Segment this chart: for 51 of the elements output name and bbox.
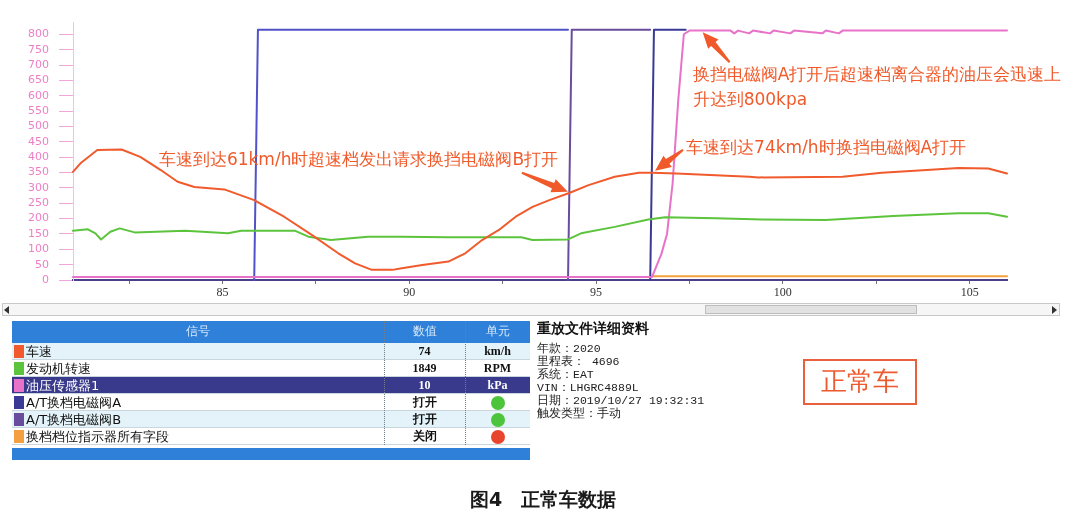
text: 重放文件详细资料 — [537, 319, 649, 337]
text: 日期：2019/10/27 19:32:31 — [537, 394, 705, 408]
text: 系统：EAT — [537, 368, 594, 382]
y-tick-label: 350 — [28, 165, 49, 179]
y-tick-label: 250 — [28, 196, 49, 210]
text: RPM — [483, 360, 512, 376]
y-tick-label: 100 — [28, 242, 49, 256]
text: kPa — [487, 377, 508, 393]
text: 正常车 — [821, 366, 899, 397]
text: 单元 — [485, 324, 510, 339]
annotation: 换挡电磁阀A打开后超速档离合器的油压会迅速上升达到800kpa — [692, 63, 1062, 109]
legend-label: A/T换档电磁阀B — [26, 411, 122, 427]
legend-label: 换档档位指示器所有字段 — [26, 428, 169, 444]
y-tick-label: 50 — [35, 257, 49, 271]
text: 10 — [418, 377, 431, 393]
text: 数值 — [412, 324, 437, 339]
legend-label: A/T换档电磁阀A — [26, 394, 122, 410]
x-tick-label: 105 — [960, 285, 979, 300]
x-tick-label: 90 — [403, 285, 416, 300]
legend-label: 油压传感器1 — [26, 377, 100, 393]
text: 触发类型：手动 — [537, 407, 621, 421]
y-tick-label: 800 — [28, 27, 49, 41]
text: 年款：2020 — [537, 342, 601, 356]
text: km/h — [484, 343, 511, 359]
legend-label: 发动机转速 — [26, 360, 91, 376]
y-tick-label: 400 — [28, 150, 49, 163]
x-tick-label: 85 — [216, 285, 229, 300]
y-tick-label: 150 — [28, 226, 49, 240]
text: 打开 — [412, 394, 437, 410]
y-tick-label: 300 — [28, 180, 49, 194]
text: VIN：LHGRC4889L — [537, 381, 639, 395]
y-tick-label: 600 — [28, 88, 49, 102]
text: 里程表： 4696 — [537, 355, 620, 369]
y-tick-label: 450 — [28, 134, 49, 148]
text: 关闭 — [412, 428, 437, 444]
text: 打开 — [412, 411, 437, 427]
annotation: 车速到达74km/h时换挡电磁阀A打开 — [686, 137, 967, 158]
text: 74 — [418, 343, 431, 359]
x-tick-label: 100 — [773, 285, 792, 300]
x-tick-label: 95 — [590, 285, 603, 300]
y-tick-label: 0 — [42, 272, 49, 286]
y-tick-label: 200 — [28, 211, 49, 225]
text: 1849 — [412, 360, 437, 376]
caption: 图4 正常车数据 — [469, 488, 617, 511]
y-tick-label: 550 — [28, 103, 49, 117]
legend-title: 信号 — [186, 324, 210, 339]
y-tick-label: 650 — [28, 73, 49, 87]
legend-label: 车速 — [26, 343, 52, 359]
y-tick-label: 750 — [28, 42, 49, 56]
y-tick-label: 700 — [28, 57, 49, 71]
y-tick-label: 500 — [28, 119, 49, 133]
